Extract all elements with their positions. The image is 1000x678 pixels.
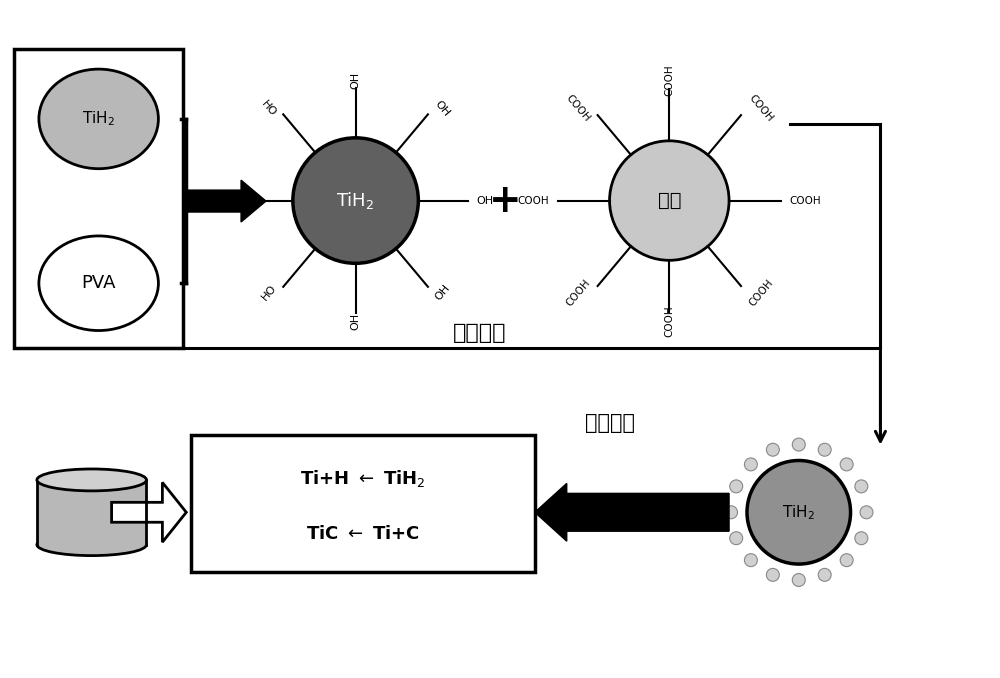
Text: HO: HO <box>259 98 278 118</box>
Circle shape <box>766 568 779 581</box>
Text: COOH: COOH <box>564 277 592 308</box>
Text: TiH$_2$: TiH$_2$ <box>782 503 815 521</box>
FancyArrow shape <box>112 483 186 542</box>
Circle shape <box>730 480 743 493</box>
Circle shape <box>766 443 779 456</box>
Circle shape <box>792 574 805 586</box>
Text: OH: OH <box>351 313 361 330</box>
Text: OH: OH <box>476 195 493 205</box>
Text: 粉末固结: 粉末固结 <box>585 413 635 433</box>
Text: COOH: COOH <box>747 277 775 308</box>
Text: TiH$_2$: TiH$_2$ <box>336 190 375 211</box>
Text: COOH: COOH <box>747 93 775 123</box>
Ellipse shape <box>610 141 729 260</box>
Text: COOH: COOH <box>664 305 674 337</box>
Ellipse shape <box>39 69 158 169</box>
FancyArrow shape <box>535 483 729 541</box>
Text: OH: OH <box>351 71 361 89</box>
Text: TiH$_2$: TiH$_2$ <box>82 110 115 128</box>
Circle shape <box>725 506 738 519</box>
Text: COOH: COOH <box>664 64 674 96</box>
Text: OH: OH <box>433 98 452 118</box>
FancyArrow shape <box>186 180 266 222</box>
Text: TiC $\leftarrow$ Ti+C: TiC $\leftarrow$ Ti+C <box>306 525 420 542</box>
Ellipse shape <box>293 138 418 263</box>
Circle shape <box>744 554 757 567</box>
Ellipse shape <box>37 534 146 555</box>
Circle shape <box>855 532 868 544</box>
Text: +: + <box>489 182 521 220</box>
Ellipse shape <box>37 469 146 491</box>
Ellipse shape <box>747 460 851 564</box>
Text: 碳源: 碳源 <box>658 191 681 210</box>
Circle shape <box>792 438 805 451</box>
Circle shape <box>730 532 743 544</box>
Text: COOH: COOH <box>564 93 592 123</box>
Circle shape <box>818 443 831 456</box>
Text: OH: OH <box>433 283 452 302</box>
Text: PVA: PVA <box>81 274 116 292</box>
Circle shape <box>855 480 868 493</box>
Text: 交联反应: 交联反应 <box>453 323 507 343</box>
Ellipse shape <box>39 236 158 331</box>
Bar <box>37 480 146 544</box>
Text: COOH: COOH <box>790 195 821 205</box>
Bar <box>14 49 183 348</box>
Text: HO: HO <box>259 283 278 302</box>
Circle shape <box>840 458 853 471</box>
Text: Ti+H $\leftarrow$ TiH$_2$: Ti+H $\leftarrow$ TiH$_2$ <box>300 468 426 489</box>
Text: COOH: COOH <box>517 195 549 205</box>
Text: HO: HO <box>218 195 235 205</box>
Circle shape <box>744 458 757 471</box>
Circle shape <box>860 506 873 519</box>
Circle shape <box>840 554 853 567</box>
Bar <box>191 435 535 572</box>
Circle shape <box>818 568 831 581</box>
